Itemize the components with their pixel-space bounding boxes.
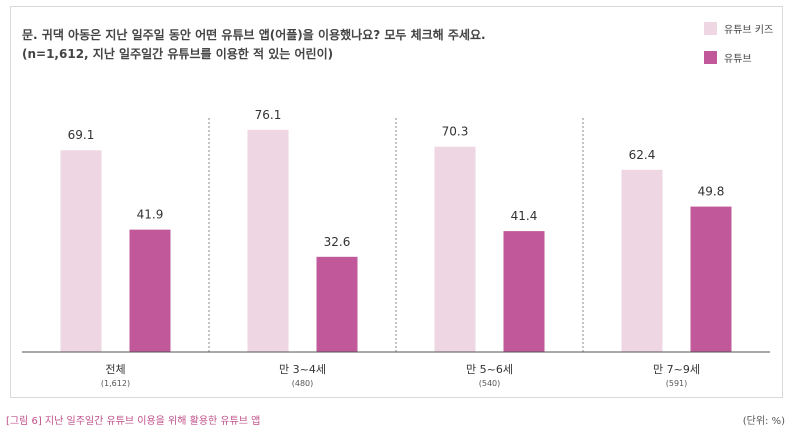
- bar-youtube: [316, 256, 358, 352]
- figure-caption: [그림 6] 지난 일주일간 유튜브 이용을 위해 활용한 유튜브 앱: [6, 416, 261, 427]
- bar-youtube-kids: [247, 129, 289, 352]
- survey-question: 문. 귀댁 아동은 지난 일주일 동안 어떤 유튜브 앱(어플)을 이용했나요?…: [22, 26, 486, 64]
- legend-item-youtube-kids: 유튜브 키즈: [704, 18, 773, 38]
- unit-note: (단위: %): [742, 416, 785, 427]
- legend-item-youtube: 유튜브: [704, 47, 773, 67]
- bar-value-label: 62.4: [629, 148, 656, 162]
- legend-swatch-youtube-kids: [704, 21, 717, 35]
- bar-youtube: [129, 229, 171, 352]
- category-label: 전체: [105, 363, 125, 376]
- category-label: 만 3~4세: [279, 363, 326, 376]
- question-text: 문. 귀댁 아동은 지난 일주일 동안 어떤 유튜브 앱(어플)을 이용했나요?…: [22, 28, 486, 42]
- bar-value-label: 49.8: [698, 185, 725, 199]
- bar-youtube-kids: [621, 169, 663, 352]
- bar-value-label: 32.6: [324, 235, 351, 249]
- bar-value-label: 41.9: [137, 208, 164, 222]
- bar-value-label: 69.1: [68, 128, 95, 142]
- legend-label-youtube: 유튜브: [724, 53, 752, 65]
- bar-value-label: 70.3: [442, 125, 469, 139]
- category-sample-count: (540): [479, 379, 501, 388]
- bar-value-label: 41.4: [511, 209, 538, 223]
- category-label: 만 5~6세: [466, 363, 513, 376]
- question-sample-note: (n=1,612, 지난 일주일간 유튜브를 이용한 적 있는 어린이): [22, 47, 334, 61]
- chart-legend: 유튜브 키즈 유튜브: [704, 18, 773, 76]
- bar-youtube: [503, 231, 545, 352]
- legend-swatch-youtube: [704, 50, 717, 64]
- legend-label-youtube-kids: 유튜브 키즈: [724, 24, 774, 36]
- category-sample-count: (1,612): [101, 379, 130, 388]
- category-sample-count: (591): [666, 379, 688, 388]
- bar-value-label: 76.1: [255, 108, 282, 122]
- bar-youtube-kids: [434, 146, 476, 352]
- bar-youtube-kids: [60, 150, 102, 352]
- category-label: 만 7~9세: [653, 363, 700, 376]
- category-sample-count: (480): [292, 379, 314, 388]
- bar-youtube: [690, 206, 732, 352]
